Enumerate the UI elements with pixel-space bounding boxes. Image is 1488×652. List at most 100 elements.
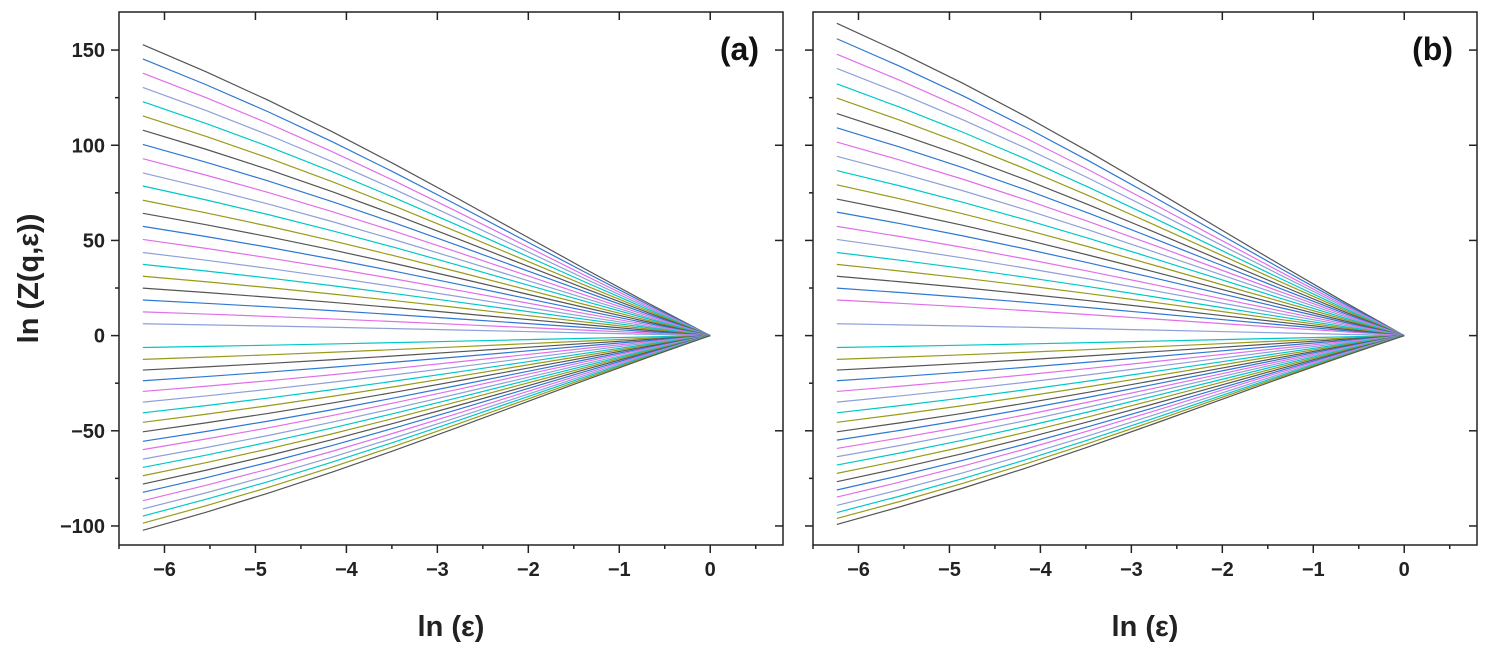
series-line-13 [142,212,711,337]
series-group [142,44,711,531]
series-line-10 [142,172,711,337]
series-line-8 [836,127,1405,337]
series-line-43 [142,335,711,531]
series-line-15 [836,225,1405,337]
series-line-19 [836,275,1405,337]
series-line-1 [142,44,711,337]
chart-panel-b: −6 −5 −4 −3 −2 −1 0 (b) ln (ε) [805,11,1478,643]
series-line-7 [836,112,1405,337]
y-axis-title: ln (Z(q,ε)) [13,214,45,344]
series-line-15 [142,238,711,337]
series-line-38 [836,335,1405,491]
x-tick-label: −1 [608,559,631,581]
series-line-2 [836,38,1405,337]
series-group [836,22,1405,525]
series-line-31 [836,335,1405,433]
series-line-19 [142,287,711,337]
series-line-38 [142,335,711,493]
series-line-20 [142,299,711,337]
y-tick-label: 100 [72,135,105,157]
series-line-33 [836,335,1405,450]
series-line-40 [142,335,711,510]
series-line-21 [142,311,711,337]
x-tick-label: −5 [938,559,961,581]
series-line-43 [836,335,1405,525]
x-tick-label: −4 [1029,559,1053,581]
series-line-11 [836,169,1405,337]
series-line-14 [142,225,711,337]
series-line-6 [142,115,711,337]
x-tick-label: −5 [244,559,267,581]
series-line-4 [836,67,1405,337]
series-line-39 [142,335,711,502]
chart-panel-a: −6 −5 −4 −3 −2 −1 0 −100 −50 0 50 100 150 (a) ln (ε) ln… [13,11,784,643]
series-line-8 [142,143,711,337]
series-line-29 [142,335,711,414]
series-line-22 [142,323,711,337]
series-line-28 [836,335,1405,403]
x-tick-label: −3 [426,559,449,581]
x-axis-title: ln (ε) [418,611,485,643]
series-line-6 [836,97,1405,337]
series-line-42 [836,335,1405,520]
series-line-2 [142,58,711,337]
series-line-32 [836,335,1405,441]
series-line-16 [142,251,711,337]
series-line-42 [142,335,711,524]
series-line-24 [836,335,1405,360]
x-tick-label: −6 [847,559,870,581]
series-line-40 [836,335,1405,506]
panel-label: (a) [720,31,759,67]
x-tick-label: −6 [153,559,176,581]
series-line-24 [142,335,711,360]
series-line-26 [836,335,1405,382]
series-line-16 [836,238,1405,337]
series-line-34 [142,335,711,460]
series-line-17 [836,251,1405,337]
y-tick-label: 0 [94,326,105,348]
series-line-9 [142,158,711,337]
series-line-41 [142,335,711,517]
series-line-3 [836,53,1405,337]
y-tick-label: 50 [83,230,105,252]
series-line-4 [142,86,711,337]
series-line-18 [142,275,711,337]
series-line-39 [836,335,1405,498]
series-line-30 [836,335,1405,423]
series-line-23 [142,335,711,349]
series-line-27 [142,335,711,393]
x-tick-label: −2 [1211,559,1234,581]
series-line-37 [142,335,711,485]
plot-frame [118,11,784,546]
series-line-35 [836,335,1405,466]
panel-label: (b) [1412,31,1453,67]
series-line-18 [836,263,1405,337]
series-line-12 [836,184,1405,337]
series-line-21 [836,299,1405,337]
series-line-12 [142,199,711,337]
series-line-20 [836,287,1405,337]
x-axis-title: ln (ε) [1112,611,1179,643]
plot-frame [812,11,1478,546]
series-line-1 [836,22,1405,337]
series-line-32 [142,335,711,442]
series-line-7 [142,129,711,337]
x-tick-label: 0 [705,559,716,581]
series-line-30 [142,335,711,423]
series-line-22 [836,323,1405,337]
x-tick-label: 0 [1399,559,1410,581]
series-line-26 [142,335,711,382]
series-line-31 [142,335,711,433]
series-line-14 [836,211,1405,337]
series-line-9 [836,141,1405,337]
series-line-13 [836,198,1405,337]
series-line-11 [142,185,711,337]
series-line-37 [836,335,1405,483]
series-line-34 [836,335,1405,458]
series-line-33 [142,335,711,451]
x-tick-label: −3 [1120,559,1143,581]
y-tick-label: −100 [60,516,105,538]
series-line-29 [836,335,1405,414]
series-line-41 [836,335,1405,514]
